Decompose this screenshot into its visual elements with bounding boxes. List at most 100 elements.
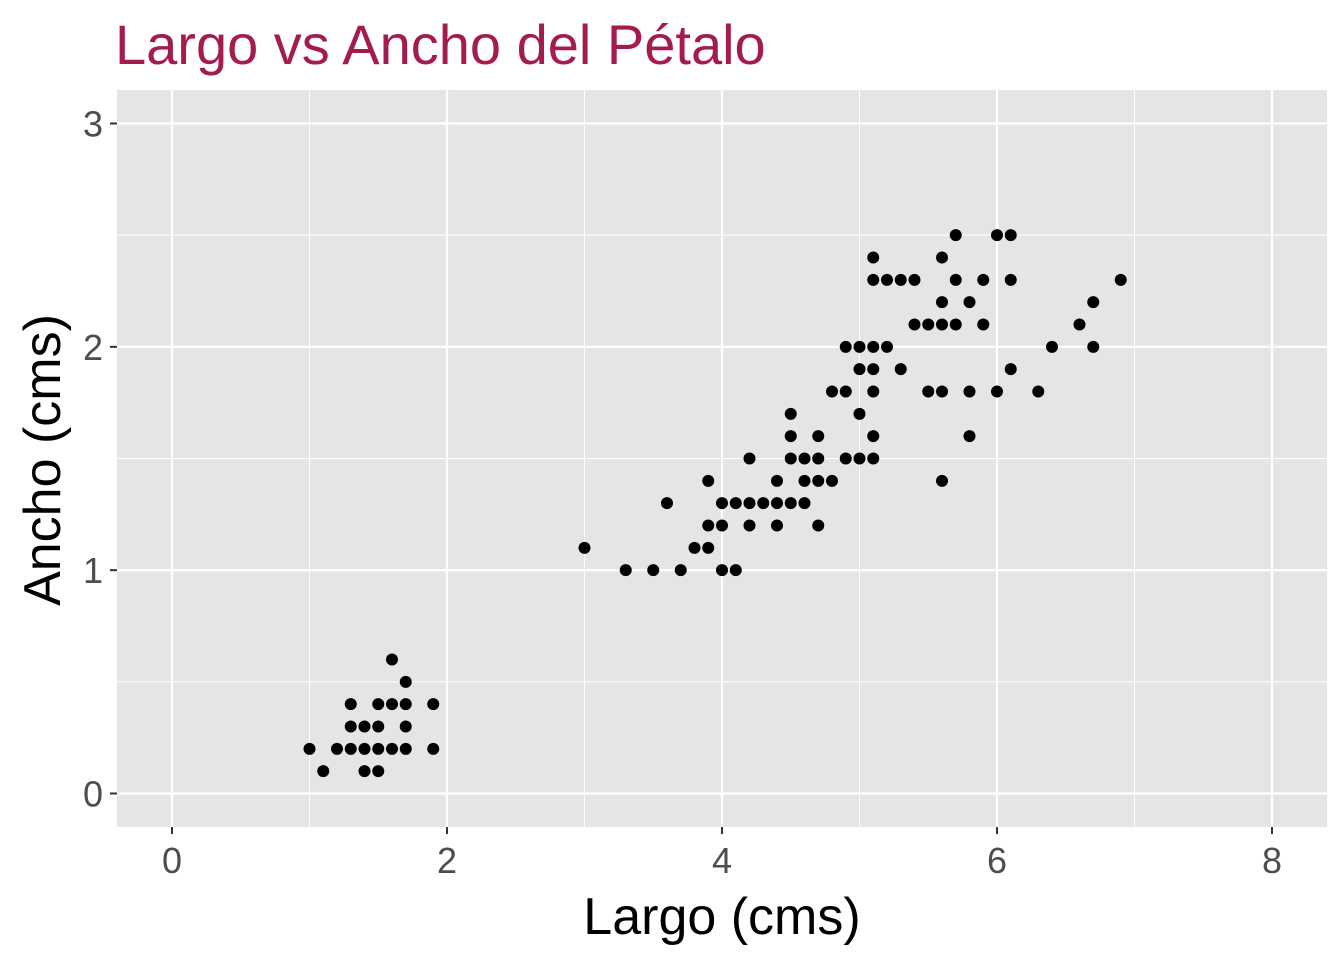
data-point: [702, 474, 715, 487]
data-point: [812, 452, 825, 465]
data-point: [881, 340, 893, 353]
data-point: [674, 564, 687, 577]
data-point: [922, 318, 935, 331]
data-point: [977, 273, 990, 286]
data-point: [784, 430, 797, 443]
chart-title: Largo vs Ancho del Pétalo: [115, 13, 766, 76]
data-point: [386, 653, 398, 666]
data-point: [1004, 273, 1017, 286]
data-point: [798, 474, 811, 487]
data-point: [936, 251, 948, 264]
data-point: [991, 385, 1003, 398]
y-tick-label: 1: [83, 550, 103, 591]
x-tick-label: 4: [712, 840, 732, 881]
data-point: [331, 742, 343, 755]
data-point: [798, 452, 811, 465]
data-point: [784, 497, 797, 510]
y-axis-title: Ancho (cms): [14, 314, 72, 606]
data-point: [386, 698, 398, 711]
data-point: [1032, 385, 1045, 398]
data-point: [839, 340, 852, 353]
data-point: [867, 430, 880, 443]
data-point: [743, 452, 756, 465]
x-tick-label: 2: [437, 840, 457, 881]
data-point: [1004, 229, 1017, 242]
data-point: [963, 385, 976, 398]
data-point: [1073, 318, 1086, 331]
data-point: [853, 363, 866, 376]
data-point: [826, 474, 838, 487]
data-point: [1087, 296, 1100, 309]
data-point: [1004, 363, 1017, 376]
data-point: [702, 519, 715, 532]
data-point: [949, 273, 962, 286]
data-point: [729, 564, 742, 577]
data-point: [977, 318, 990, 331]
data-point: [372, 765, 385, 778]
data-point: [936, 318, 948, 331]
data-point: [867, 340, 880, 353]
data-point: [427, 698, 440, 711]
data-point: [399, 720, 412, 733]
data-point: [743, 497, 756, 510]
data-point: [867, 251, 880, 264]
data-point: [991, 229, 1003, 242]
data-point: [867, 452, 880, 465]
data-point: [716, 497, 728, 510]
data-point: [372, 720, 385, 733]
data-point: [1114, 273, 1127, 286]
data-point: [619, 564, 632, 577]
data-point: [386, 742, 398, 755]
x-tick-label: 8: [1262, 840, 1282, 881]
data-point: [867, 273, 880, 286]
data-point: [771, 519, 783, 532]
data-point: [647, 564, 660, 577]
data-point: [908, 273, 921, 286]
data-point: [853, 452, 866, 465]
data-point: [757, 497, 770, 510]
x-axis-title: Largo (cms): [583, 888, 860, 946]
data-point: [344, 720, 357, 733]
data-point: [729, 497, 742, 510]
data-point: [963, 296, 976, 309]
data-point: [578, 541, 591, 554]
data-point: [812, 430, 825, 443]
data-points: [303, 229, 1127, 778]
data-point: [784, 452, 797, 465]
data-point: [936, 296, 948, 309]
data-point: [771, 474, 783, 487]
data-point: [344, 742, 357, 755]
data-point: [922, 385, 935, 398]
data-point: [853, 340, 866, 353]
data-point: [399, 698, 412, 711]
data-point: [867, 363, 880, 376]
data-point: [303, 742, 316, 755]
data-point: [399, 742, 412, 755]
data-point: [908, 318, 921, 331]
data-point: [716, 519, 728, 532]
data-point: [358, 720, 371, 733]
data-point: [867, 385, 880, 398]
x-tick-label: 6: [987, 840, 1007, 881]
data-point: [317, 765, 330, 778]
data-point: [798, 497, 811, 510]
data-point: [949, 229, 962, 242]
data-point: [839, 385, 852, 398]
data-point: [702, 541, 715, 554]
data-point: [716, 564, 728, 577]
y-tick-label: 3: [83, 104, 103, 145]
data-point: [949, 318, 962, 331]
data-point: [812, 474, 825, 487]
data-point: [743, 519, 756, 532]
data-point: [853, 407, 866, 420]
data-point: [936, 385, 948, 398]
y-tick-label: 0: [83, 774, 103, 815]
data-point: [1087, 340, 1100, 353]
data-point: [399, 675, 412, 688]
data-point: [894, 273, 907, 286]
data-point: [771, 497, 783, 510]
data-point: [344, 698, 357, 711]
data-point: [358, 742, 371, 755]
data-point: [688, 541, 701, 554]
